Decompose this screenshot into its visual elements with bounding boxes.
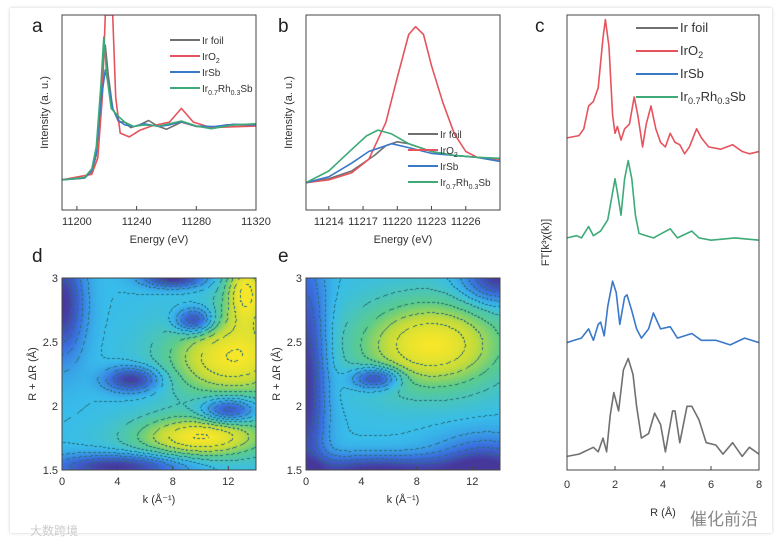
panel-c: Ir foil IrO2 IrSb Ir0.7Rh0.3Sb 0 2 4 6 8 R (Å) FT[… [540,14,762,519]
x-tick-label: 11226 [451,216,481,228]
x-tick-label: 4 [114,476,120,488]
y-axis-label: Intensity (a. u.) [283,76,295,149]
x-axis-label: Energy (eV) [130,234,189,246]
legend: Ir foil IrO2 IrSb Ir0.7Rh0.3Sb [636,20,746,106]
legend-label: Ir foil [680,20,708,35]
y-axis-label: R + ΔR (Å) [270,347,283,401]
series-line-iro2 [62,15,256,181]
legend-label: Ir0.7Rh0.3Sb [202,84,253,97]
legend-label: IrO2 [202,52,220,65]
series-line-ir_foil [62,44,256,181]
legend-label: IrSb [440,162,459,173]
x-tick-label: 8 [414,476,420,488]
y-axis-label: FT[k³χ(k)] [540,219,552,266]
panel-label-e: e [278,246,289,267]
x-tick-label: 4 [358,476,364,488]
axes-frame [61,14,257,211]
series-line-ir_foil [306,141,500,184]
x-tick-label: 2 [612,479,618,491]
x-axis-label: R (Å) [650,506,676,519]
y-tick-label: 1.5 [287,465,302,477]
panel-label-b: b [278,16,289,37]
x-tick-label: 8 [170,476,176,488]
x-tick-label: 0 [303,476,309,488]
legend-label: Ir0.7Rh0.3Sb [440,178,491,191]
y-tick-label: 2.5 [287,337,302,349]
legend-label: Ir foil [202,36,224,47]
panel-label-c: c [535,16,545,37]
y-tick-label: 2.5 [43,337,58,349]
series-line-irrhsb [567,159,759,241]
axes-frame [305,14,501,211]
x-tick-label: 11217 [348,216,378,228]
legend-label: IrO2 [680,43,703,60]
watermark-left: 大数跨境 [30,523,78,538]
series-line-irrhsb [306,129,500,184]
legend-label: Ir foil [440,130,462,141]
series-line-irrhsb [62,36,256,181]
x-axis-label: k (Å⁻¹) [143,493,176,506]
y-tick-label: 1.5 [43,465,58,477]
heatmap-d [62,278,256,470]
x-axis-label: k (Å⁻¹) [387,493,420,506]
panel-a: Ir foil IrO2 IrSb Ir0.7Rh0.3Sb 11200 11240 112… [39,14,271,246]
legend-label: Ir0.7Rh0.3Sb [680,89,746,106]
axes-frame [61,277,257,471]
y-tick-label: 2 [296,401,302,413]
legend-label: IrO2 [440,146,458,159]
panel-e: 1.5 2 2.5 3 0 4 8 12 k (Å⁻¹) R + ΔR (Å) [270,273,501,506]
legend: Ir foil IrO2 IrSb Ir0.7Rh0.3Sb [170,36,253,97]
x-tick-label: 11240 [122,216,152,228]
panel-label-d: d [32,246,43,267]
legend-label: IrSb [202,68,221,79]
x-tick-label: 11280 [181,216,211,228]
series-line-irsb [567,280,759,346]
y-tick-label: 2 [52,401,58,413]
panel-label-a: a [32,16,43,37]
legend-label: IrSb [680,66,704,81]
series-line-iro2 [306,25,500,184]
legend: Ir foil IrO2 IrSb Ir0.7Rh0.3Sb [408,130,491,191]
y-tick-label: 3 [52,273,58,285]
axes-frame [566,14,760,471]
panel-d: 1.5 2 2.5 3 0 4 8 12 k (Å⁻¹) R + ΔR (Å) [26,273,257,506]
x-axis-label: Energy (eV) [374,234,433,246]
x-tick-label: 12 [222,476,234,488]
series-line-iro2 [567,18,759,155]
series-line-ir_foil [567,357,759,458]
x-tick-label: 11214 [314,216,344,228]
y-axis-label: Intensity (a. u.) [39,76,51,149]
x-tick-label: 12 [466,476,478,488]
y-tick-label: 3 [296,273,302,285]
x-tick-label: 4 [660,479,666,491]
heatmap-e [306,278,500,470]
x-tick-label: 11320 [241,216,271,228]
x-tick-label: 11200 [62,216,92,228]
x-tick-label: 8 [756,479,762,491]
watermark-right: 催化前沿 [690,510,758,529]
y-axis-label: R + ΔR (Å) [26,347,39,401]
x-tick-label: 11220 [382,216,412,228]
axes-frame [305,277,501,471]
panel-b: Ir foil IrO2 IrSb Ir0.7Rh0.3Sb 11214 11217 112… [283,14,501,246]
x-tick-label: 0 [564,479,570,491]
x-tick-label: 0 [59,476,65,488]
x-tick-label: 6 [708,479,714,491]
x-tick-label: 11223 [417,216,447,228]
